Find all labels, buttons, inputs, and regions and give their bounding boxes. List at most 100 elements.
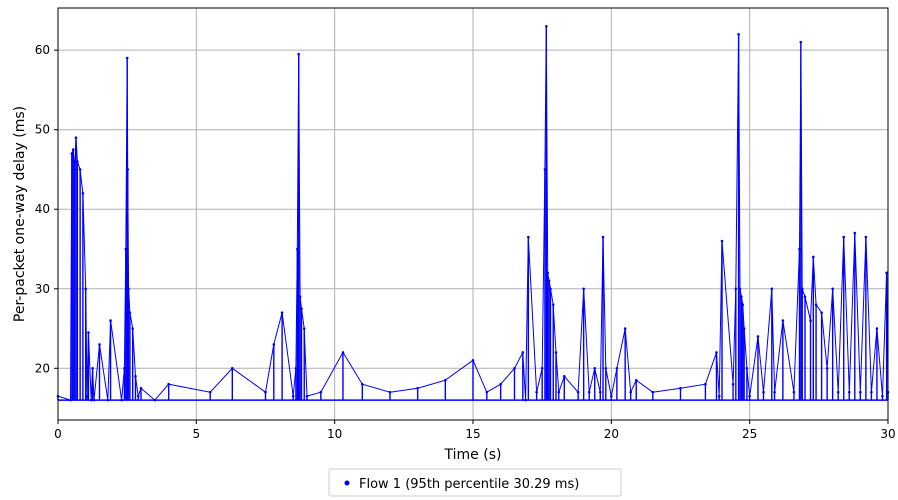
data-point [629, 390, 632, 394]
data-point [792, 390, 796, 394]
data-point [770, 287, 774, 291]
x-axis-label: Time (s) [444, 447, 502, 463]
x-tick-label: 0 [54, 427, 62, 441]
data-point [859, 390, 862, 394]
data-point [298, 295, 302, 299]
data-point [136, 394, 140, 398]
data-point [98, 343, 101, 346]
data-point [89, 398, 93, 402]
data-point [812, 255, 815, 259]
data-point [280, 311, 284, 314]
data-point [73, 168, 76, 171]
data-point [361, 382, 364, 386]
data-point [76, 160, 79, 163]
data-point [78, 168, 82, 171]
data-point [128, 311, 132, 314]
data-point [582, 287, 585, 291]
grid-lines [57, 8, 889, 420]
data-point [134, 374, 137, 378]
legend-marker [344, 480, 350, 486]
data-point [798, 247, 801, 251]
data-point [471, 359, 475, 362]
data-point [814, 303, 818, 306]
data-point [836, 390, 840, 394]
data-point [704, 382, 707, 386]
data-point [715, 351, 718, 354]
data-point [319, 390, 323, 394]
data-point [543, 168, 547, 171]
data-series [56, 24, 890, 402]
data-point [549, 287, 552, 291]
data-point [69, 398, 72, 402]
data-point [847, 390, 851, 394]
y-tick-label: 20 [35, 361, 50, 375]
data-point [803, 295, 807, 299]
data-point [679, 386, 682, 390]
data-point [416, 386, 419, 390]
data-point [297, 52, 301, 56]
data-point [153, 398, 157, 402]
data-point [604, 367, 608, 370]
data-point [513, 367, 516, 370]
data-point [563, 374, 566, 378]
data-point [272, 343, 276, 346]
legend: Flow 1 (95th percentile 30.29 ms) [328, 468, 622, 497]
data-point [521, 351, 525, 354]
data-point [388, 390, 392, 394]
data-point [593, 367, 597, 370]
data-point [485, 390, 489, 394]
data-point [120, 398, 123, 402]
data-point [809, 319, 812, 322]
data-point [842, 235, 846, 239]
data-point [610, 394, 613, 398]
data-point [587, 390, 591, 394]
data-point [551, 303, 555, 306]
data-point [109, 319, 112, 322]
x-tick-label: 10 [327, 427, 342, 441]
data-point [554, 351, 558, 354]
y-tick-label: 50 [35, 123, 50, 137]
data-point [294, 367, 298, 370]
data-point [731, 382, 735, 386]
data-point [737, 32, 740, 36]
data-point [70, 152, 74, 155]
data-point [291, 394, 295, 398]
data-point [127, 287, 130, 291]
data-point [615, 367, 619, 370]
data-point [124, 247, 128, 251]
data-point [745, 367, 749, 370]
data-point [85, 394, 89, 398]
data-point [825, 367, 829, 370]
data-point [881, 394, 884, 398]
data-point [126, 168, 130, 171]
data-point [875, 327, 879, 330]
data-point [264, 390, 267, 394]
x-tick-label: 5 [193, 427, 201, 441]
data-point [557, 390, 561, 394]
data-point [742, 327, 746, 330]
data-point [831, 287, 834, 291]
data-point [74, 136, 78, 139]
data-point [231, 367, 234, 370]
data-point [741, 303, 745, 306]
data-point [123, 367, 126, 370]
x-tick-label: 25 [742, 427, 757, 441]
data-point [524, 398, 527, 402]
series-line [57, 26, 889, 401]
data-point [623, 327, 627, 330]
data-point [885, 271, 888, 275]
data-point [71, 148, 75, 151]
data-point [773, 390, 776, 394]
data-point [720, 239, 724, 243]
y-tick-label: 40 [35, 202, 50, 216]
data-point [547, 279, 551, 283]
y-axis-label: Per-packet one-way delay (ms) [12, 106, 28, 322]
data-point [300, 307, 303, 310]
data-point [540, 367, 544, 370]
data-point [870, 390, 873, 394]
data-point [527, 235, 530, 239]
legend-label: Flow 1 (95th percentile 30.29 ms) [359, 477, 579, 492]
data-point [734, 287, 738, 291]
data-point [545, 24, 548, 28]
